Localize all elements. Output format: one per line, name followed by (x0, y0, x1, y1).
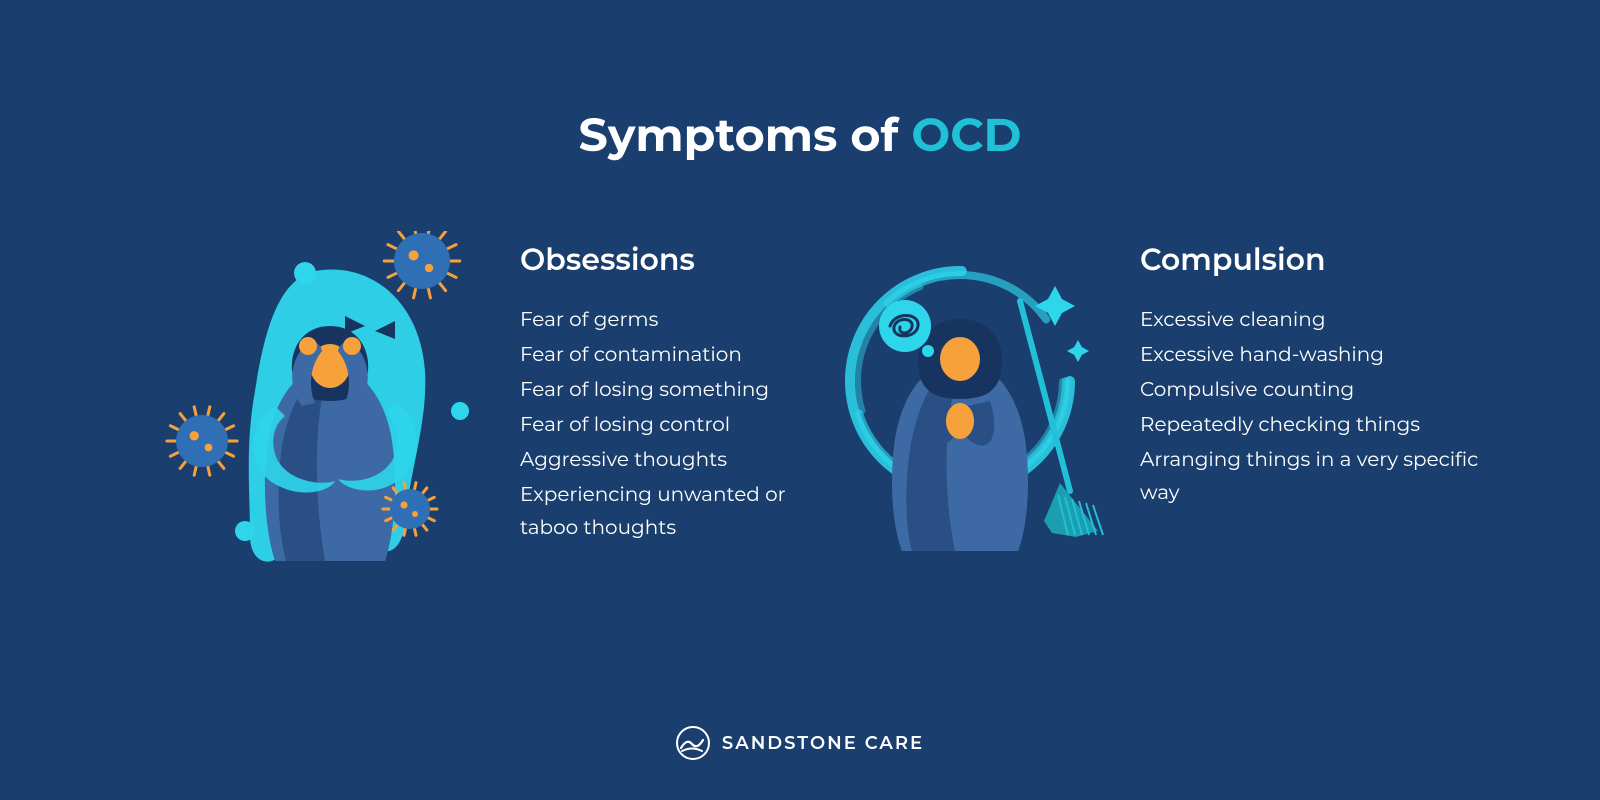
list-item: Fear of losing something (520, 374, 790, 407)
list-item: Repeatedly checking things (1140, 409, 1510, 442)
ghost-person-icon (160, 231, 480, 591)
list-item: Fear of germs (520, 304, 790, 337)
list-item: Compulsive counting (1140, 374, 1510, 407)
infographic-canvas: Symptoms of OCD Obsessions Fear of germs… (0, 0, 1600, 800)
brand-logo-icon (676, 726, 710, 760)
content-row: Obsessions Fear of germsFear of contamin… (0, 231, 1600, 591)
list-item: Arranging things in a very specific way (1140, 444, 1510, 510)
swirl-person-icon (810, 231, 1110, 571)
column-obsessions: Obsessions Fear of germsFear of contamin… (90, 231, 790, 591)
textblock-compulsion: Compulsion Excessive cleaningExcessive h… (1140, 231, 1510, 512)
page-title: Symptoms of OCD (0, 110, 1600, 161)
column-compulsion: Compulsion Excessive cleaningExcessive h… (790, 231, 1510, 591)
heading-compulsion: Compulsion (1140, 241, 1510, 278)
footer: SANDSTONE CARE (0, 726, 1600, 760)
list-item: Aggressive thoughts (520, 444, 790, 477)
title-part1: Symptoms of (579, 106, 912, 163)
brand-name: SANDSTONE CARE (722, 732, 924, 754)
list-item: Excessive hand-washing (1140, 339, 1510, 372)
list-compulsion: Excessive cleaningExcessive hand-washing… (1140, 304, 1510, 510)
list-obsessions: Fear of germsFear of contaminationFear o… (520, 304, 790, 545)
textblock-obsessions: Obsessions Fear of germsFear of contamin… (520, 231, 790, 547)
list-item: Fear of contamination (520, 339, 790, 372)
illustration-obsessions (160, 231, 480, 591)
title-part2: OCD (911, 106, 1021, 163)
list-item: Excessive cleaning (1140, 304, 1510, 337)
list-item: Experiencing unwanted or taboo thoughts (520, 479, 790, 545)
list-item: Fear of losing control (520, 409, 790, 442)
heading-obsessions: Obsessions (520, 241, 790, 278)
illustration-compulsion (810, 231, 1110, 571)
